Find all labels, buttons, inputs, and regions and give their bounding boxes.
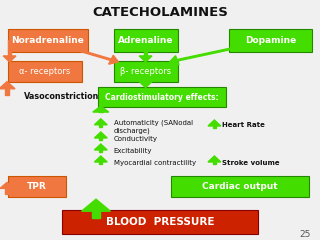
Polygon shape — [213, 126, 216, 128]
Polygon shape — [94, 144, 107, 150]
Polygon shape — [213, 162, 216, 164]
Polygon shape — [0, 82, 15, 89]
Text: Myocardial contractility: Myocardial contractility — [114, 160, 196, 166]
FancyBboxPatch shape — [8, 176, 66, 197]
FancyBboxPatch shape — [8, 29, 88, 52]
Text: BLOOD  PRESSURE: BLOOD PRESSURE — [106, 217, 214, 227]
FancyBboxPatch shape — [229, 29, 312, 52]
Polygon shape — [170, 56, 179, 65]
Text: Dopamine: Dopamine — [245, 36, 296, 45]
Polygon shape — [94, 132, 107, 138]
Text: CATECHOLAMINES: CATECHOLAMINES — [92, 6, 228, 19]
Polygon shape — [44, 40, 111, 60]
FancyBboxPatch shape — [114, 29, 178, 52]
FancyBboxPatch shape — [171, 176, 309, 197]
Polygon shape — [82, 199, 110, 211]
Text: Adrenaline: Adrenaline — [118, 36, 173, 45]
Polygon shape — [99, 111, 103, 112]
Text: Stroke volume: Stroke volume — [222, 160, 280, 166]
Polygon shape — [177, 40, 271, 61]
FancyBboxPatch shape — [98, 87, 226, 107]
Polygon shape — [99, 125, 102, 127]
Text: Heart Rate: Heart Rate — [222, 122, 265, 128]
Text: TPR: TPR — [27, 182, 47, 191]
Polygon shape — [93, 106, 109, 112]
Polygon shape — [3, 56, 16, 62]
FancyBboxPatch shape — [62, 210, 258, 234]
Polygon shape — [94, 119, 107, 125]
Polygon shape — [0, 182, 14, 188]
Text: 25: 25 — [299, 230, 310, 239]
FancyBboxPatch shape — [8, 61, 82, 82]
Polygon shape — [144, 80, 147, 82]
Text: Conductivity: Conductivity — [114, 136, 157, 142]
Text: α- receptors: α- receptors — [19, 67, 70, 76]
Polygon shape — [5, 188, 9, 194]
Text: Automaticity (SANodal
discharge): Automaticity (SANodal discharge) — [114, 120, 193, 133]
Polygon shape — [92, 211, 100, 218]
Text: Cardiostimulatory effects:: Cardiostimulatory effects: — [105, 93, 219, 102]
Polygon shape — [5, 89, 9, 95]
Polygon shape — [99, 138, 102, 140]
Text: Excitability: Excitability — [114, 148, 152, 154]
Polygon shape — [108, 55, 118, 64]
Polygon shape — [144, 50, 147, 56]
Text: β- receptors: β- receptors — [120, 67, 171, 76]
Polygon shape — [94, 156, 107, 162]
Polygon shape — [208, 120, 221, 126]
FancyBboxPatch shape — [114, 61, 178, 82]
Polygon shape — [99, 162, 102, 164]
Text: Cardiac output: Cardiac output — [202, 182, 278, 191]
Polygon shape — [208, 156, 221, 162]
Polygon shape — [99, 150, 102, 152]
Polygon shape — [139, 56, 152, 62]
Polygon shape — [8, 40, 11, 56]
Polygon shape — [139, 82, 152, 88]
Text: Noradrenaline: Noradrenaline — [12, 36, 84, 45]
Text: Vasoconstriction: Vasoconstriction — [24, 92, 100, 101]
